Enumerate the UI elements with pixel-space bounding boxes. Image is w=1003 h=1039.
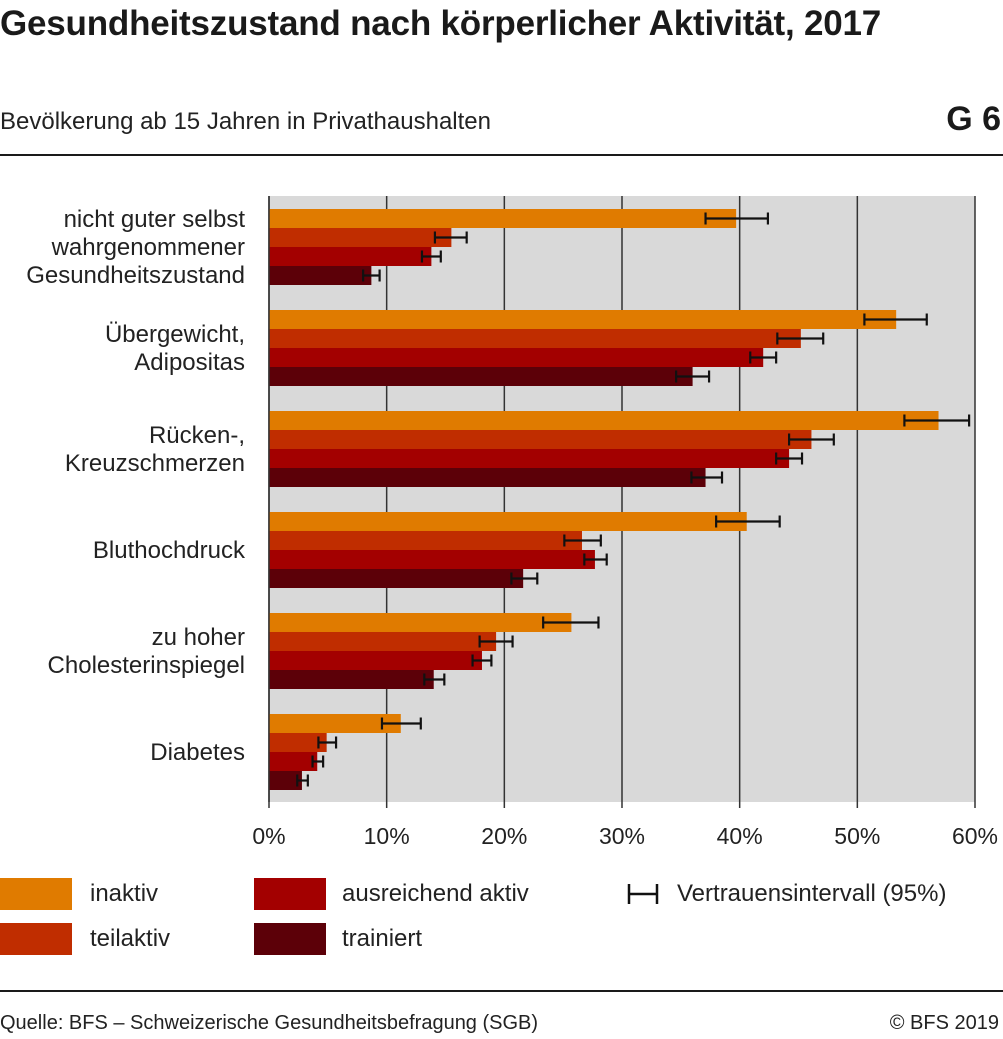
legend-label-inaktiv: inaktiv: [90, 880, 159, 907]
bar: [269, 670, 434, 689]
header-divider: [0, 154, 1003, 156]
category-label-line: Cholesterinspiegel: [48, 652, 245, 679]
confidence-interval-icon: [627, 884, 659, 904]
bar: [269, 310, 897, 329]
bar-chart: 0% 10% 20% 30% 40% 50% 60% nicht guter selbst wa…: [26, 196, 998, 849]
legend-swatch-inaktiv: [0, 878, 72, 910]
bar: [269, 329, 801, 348]
category-label: Rücken-, Kreuzschmerzen: [65, 422, 245, 477]
bar: [269, 367, 693, 386]
x-tick-label: 10%: [364, 823, 410, 849]
x-tick-label: 60%: [952, 823, 998, 849]
footer-divider: [0, 990, 1003, 992]
bar: [269, 512, 747, 531]
category-label: nicht guter selbst wahrgenommener Gesundhe…: [26, 206, 245, 289]
x-tick-label: 40%: [717, 823, 763, 849]
category-label-line: Gesundheitszustand: [26, 262, 245, 289]
category-label-line: Übergewicht,: [105, 321, 245, 348]
category-label-line: Adipositas: [134, 349, 245, 376]
bar: [269, 714, 401, 733]
bar: [269, 411, 939, 430]
bar: [269, 449, 790, 468]
category-label: Diabetes: [150, 739, 245, 766]
bar: [269, 531, 582, 550]
category-label: Bluthochdruck: [93, 537, 246, 564]
category-label-line: Kreuzschmerzen: [65, 450, 245, 477]
category-label: zu hoher Cholesterinspiegel: [48, 624, 245, 679]
bar: [269, 733, 327, 752]
copyright-note: © BFS 2019: [889, 1012, 999, 1034]
category-label-line: Bluthochdruck: [93, 537, 246, 564]
bar: [269, 468, 706, 487]
chart-subtitle: Bevölkerung ab 15 Jahren in Privathausha…: [0, 108, 491, 135]
category-label-line: Diabetes: [150, 739, 245, 766]
category-label: Übergewicht, Adipositas: [105, 321, 245, 376]
bar: [269, 613, 572, 632]
legend-swatch-trainiert: [254, 923, 326, 955]
bar: [269, 247, 432, 266]
bar: [269, 430, 812, 449]
bar: [269, 550, 595, 569]
category-label-line: zu hoher: [152, 624, 245, 651]
chart-title: Gesundheitszustand nach körperlicher Akt…: [0, 4, 882, 43]
x-tick-label: 0%: [252, 823, 285, 849]
category-label-line: wahrgenommener: [51, 234, 245, 261]
bar: [269, 228, 452, 247]
legend-label-ausreichend-aktiv: ausreichend aktiv: [342, 880, 529, 907]
x-tick-label: 30%: [599, 823, 645, 849]
legend-label-trainiert: trainiert: [342, 925, 423, 952]
bar: [269, 569, 524, 588]
bar: [269, 651, 482, 670]
bar: [269, 752, 318, 771]
source-note: Quelle: BFS – Schweizerische Gesundheits…: [0, 1012, 539, 1034]
x-tick-label: 20%: [481, 823, 527, 849]
legend-label-confidence-interval: Vertrauensintervall (95%): [677, 880, 947, 907]
bar: [269, 348, 764, 367]
legend-swatch-teilaktiv: [0, 923, 72, 955]
bar: [269, 266, 372, 285]
category-label-line: nicht guter selbst: [64, 206, 246, 233]
bar: [269, 209, 737, 228]
category-label-line: Rücken-,: [149, 422, 245, 449]
legend-label-teilaktiv: teilaktiv: [90, 925, 171, 952]
graphic-id: G 6: [946, 100, 1001, 138]
bar: [269, 632, 497, 651]
legend-swatch-ausreichend-aktiv: [254, 878, 326, 910]
x-tick-label: 50%: [834, 823, 880, 849]
bar: [269, 771, 302, 790]
